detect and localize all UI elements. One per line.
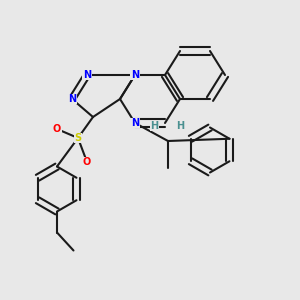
Text: H: H	[176, 121, 184, 131]
Text: H: H	[150, 121, 159, 131]
Text: N: N	[131, 70, 139, 80]
Text: O: O	[53, 124, 61, 134]
Text: N: N	[131, 118, 139, 128]
Text: S: S	[74, 133, 82, 143]
Text: N: N	[68, 94, 76, 104]
Text: N: N	[83, 70, 91, 80]
Text: O: O	[83, 157, 91, 167]
